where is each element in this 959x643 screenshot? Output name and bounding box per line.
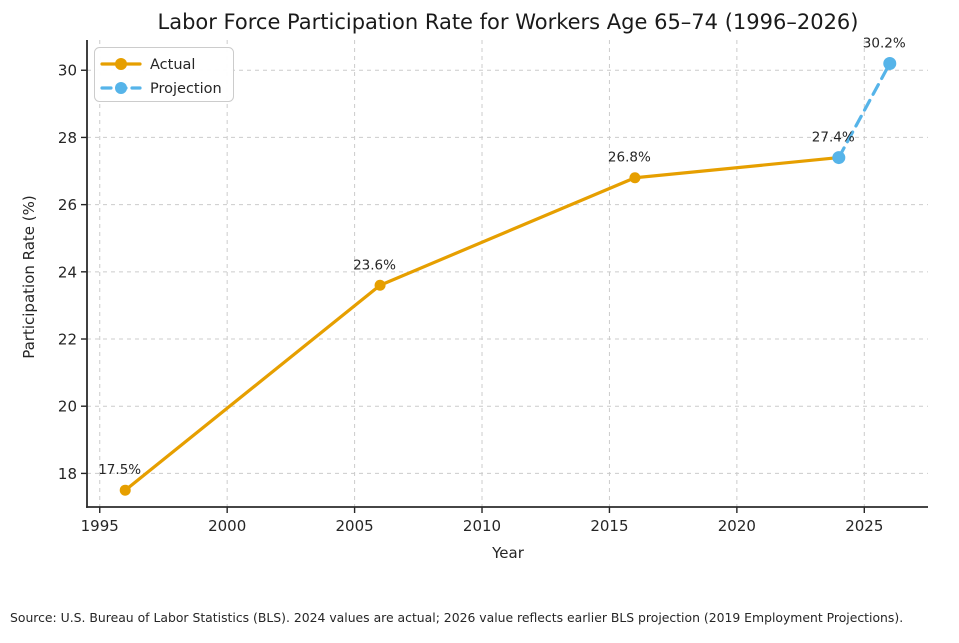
projection-marker-icon <box>115 82 127 94</box>
x-tick-label: 2015 <box>590 517 628 535</box>
x-tick-labels: 1995 2000 2005 2010 2015 2020 2025 <box>81 517 884 535</box>
y-tick-label: 22 <box>58 331 77 349</box>
y-tick-label: 20 <box>58 398 77 416</box>
y-tick-labels: 18 20 22 24 26 28 30 <box>58 62 77 483</box>
value-annotation: 27.4% <box>812 130 855 146</box>
x-tick-label: 2025 <box>845 517 883 535</box>
legend-item-projection: Projection <box>100 81 222 97</box>
projection-point-marker <box>883 57 897 71</box>
value-annotation: 26.8% <box>608 150 651 166</box>
x-tick-label: 2020 <box>718 517 756 535</box>
projection-point-marker <box>832 151 846 165</box>
data-series <box>119 57 897 496</box>
y-tick-label: 28 <box>58 129 77 147</box>
y-tick-label: 24 <box>58 263 77 281</box>
chart-title: Labor Force Participation Rate for Worke… <box>158 10 859 34</box>
x-tick-label: 1995 <box>81 517 119 535</box>
legend-box <box>94 47 234 102</box>
legend: Actual Projection <box>94 47 234 102</box>
x-tick-label: 2005 <box>335 517 373 535</box>
actual-point-marker <box>119 484 131 496</box>
legend-label-projection: Projection <box>150 81 222 97</box>
source-note: Source: U.S. Bureau of Labor Statistics … <box>10 610 903 625</box>
value-annotation: 17.5% <box>98 462 141 478</box>
legend-label-actual: Actual <box>150 57 195 73</box>
axis-ticks <box>81 69 865 513</box>
actual-point-marker <box>374 279 386 291</box>
x-tick-label: 2000 <box>208 517 246 535</box>
y-tick-label: 30 <box>58 62 77 80</box>
y-tick-label: 18 <box>58 465 77 483</box>
actual-point-marker <box>629 172 641 184</box>
data-point-labels: 17.5% 23.6% 26.8% 27.4% 30.2% <box>98 36 906 479</box>
projection-line <box>837 61 892 160</box>
y-axis-label: Participation Rate (%) <box>20 195 38 359</box>
legend-item-actual: Actual <box>100 57 195 73</box>
value-annotation: 30.2% <box>863 36 906 52</box>
y-tick-label: 26 <box>58 196 77 214</box>
x-tick-label: 2010 <box>463 517 501 535</box>
x-axis-label: Year <box>491 544 525 562</box>
gridlines <box>87 40 928 507</box>
actual-line <box>123 155 841 492</box>
value-annotation: 23.6% <box>353 257 396 273</box>
actual-marker-icon <box>115 58 127 70</box>
